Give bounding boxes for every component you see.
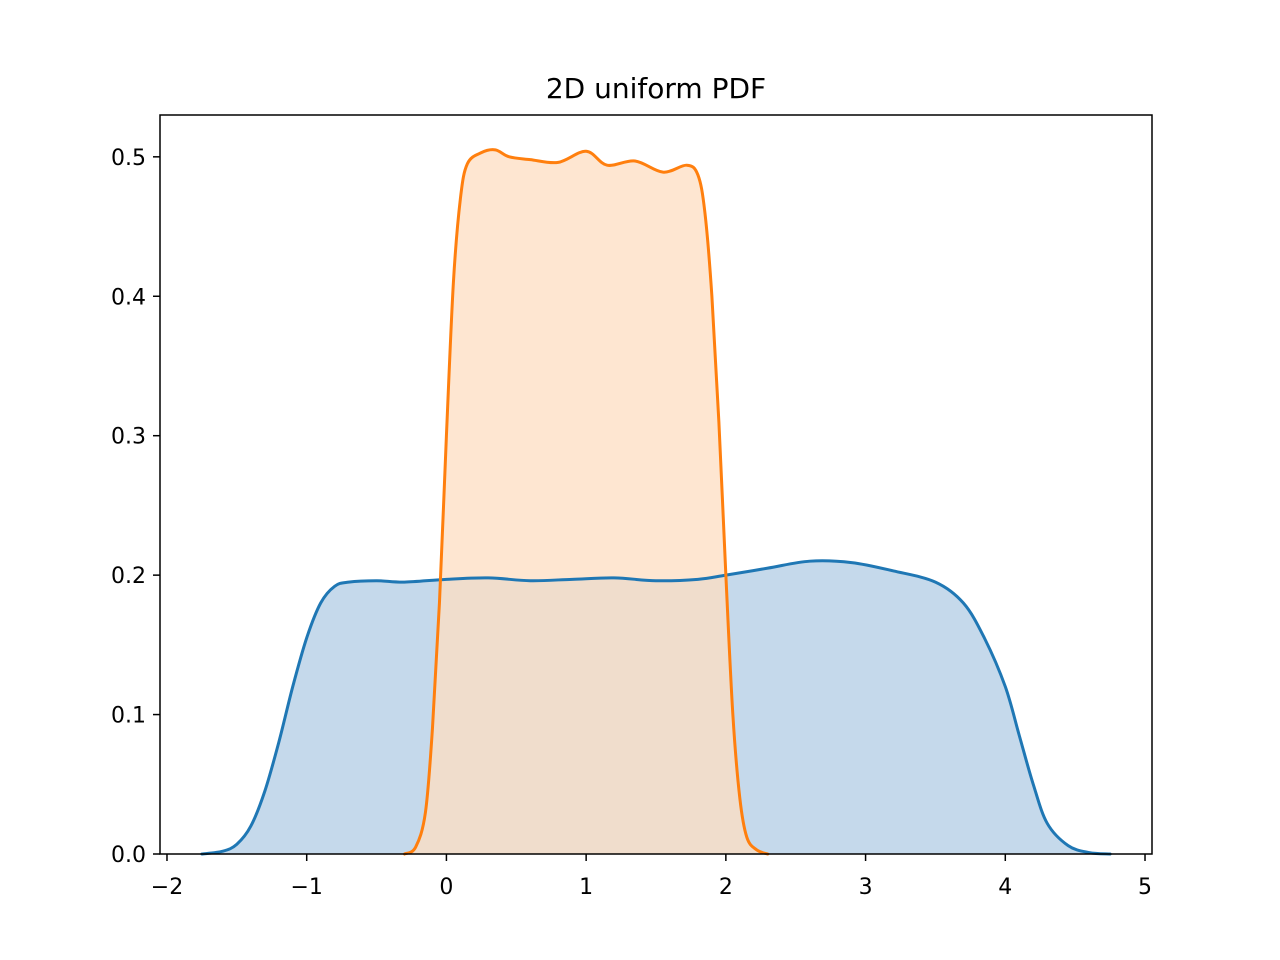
x-tick-label: 4 [998, 875, 1012, 900]
x-tick-label: −1 [290, 875, 322, 900]
y-tick-label: 0.5 [111, 146, 146, 171]
y-tick-label: 0.2 [111, 564, 146, 589]
series-layer [200, 148, 1112, 856]
y-tick-label: 0.1 [111, 704, 146, 729]
x-tick-label: 5 [1138, 875, 1152, 900]
y-axis: 0.0 0.1 0.2 0.3 0.4 0.5 [111, 146, 160, 868]
x-tick-label: 3 [859, 875, 873, 900]
plot-frame [159, 114, 1153, 855]
x-tick-label: 2 [719, 875, 733, 900]
x-tick-label: −2 [151, 875, 183, 900]
y-tick-label: 0.4 [111, 285, 146, 310]
x-tick-label: 0 [439, 875, 453, 900]
series-1-line [200, 559, 1112, 856]
series-2-area [404, 149, 768, 854]
series-2-line [403, 148, 770, 856]
chart-title: 2D uniform PDF [546, 72, 766, 105]
x-axis: −2 −1 0 1 2 3 4 5 [151, 854, 1152, 900]
y-tick-label: 0.3 [111, 425, 146, 450]
x-tick-label: 1 [579, 875, 593, 900]
y-tick-label: 0.0 [111, 843, 146, 868]
